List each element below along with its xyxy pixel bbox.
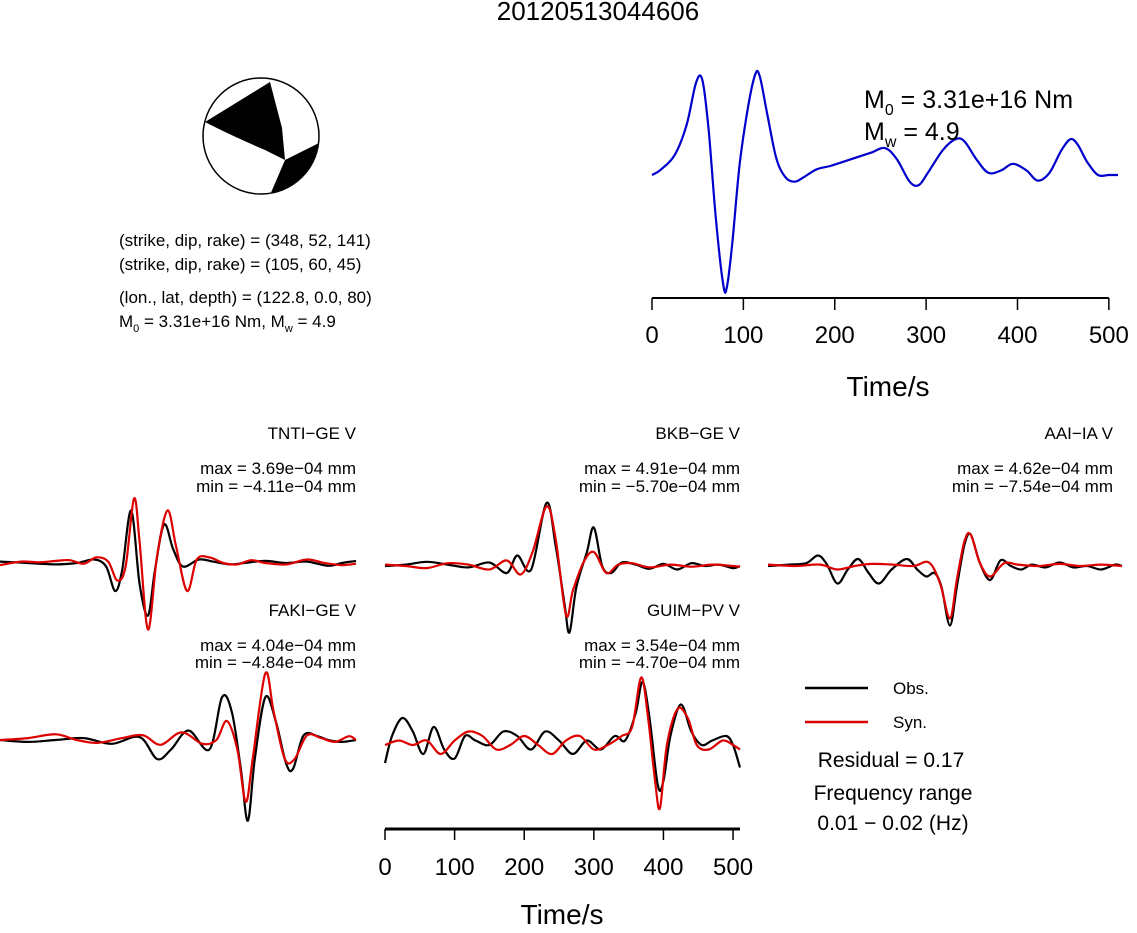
tnti-ge-v-station-label: TNTI−GE V: [268, 424, 357, 443]
bkb-ge-v-max-label: max = 4.91e−04 mm: [584, 459, 740, 478]
guim-pv-v-syn-trace: [384, 676, 741, 811]
faki-ge-v-syn-trace: [0, 671, 357, 803]
aai-ia-v-station-label: AAI−IA V: [1044, 424, 1113, 443]
tnti-ge-v-max-label: max = 3.69e−04 mm: [200, 459, 356, 478]
bkb-ge-v-min-label: min = −5.70e−04 mm: [579, 477, 740, 496]
guim-pv-v-tick-label-0: 0: [378, 854, 391, 881]
aai-ia-v-syn-trace: [767, 531, 1123, 620]
nodal-plane-2: (strike, dip, rake) = (105, 60, 45): [119, 255, 361, 274]
source-parameters: (strike, dip, rake) = (348, 52, 141) (st…: [119, 231, 372, 335]
tnti-ge-v-syn-trace: [0, 497, 357, 631]
figure-title: 20120513044606: [497, 0, 699, 26]
beachball-compression-nw: [205, 82, 285, 160]
stf-tick-label-0: 0: [645, 322, 658, 349]
stf-tick-label-500: 500: [1089, 322, 1129, 349]
tnti-ge-v-obs-trace: [0, 509, 357, 617]
svg-text:Mw = 4.9: Mw = 4.9: [864, 118, 960, 151]
bkb-ge-v-syn-trace: [384, 505, 741, 618]
tnti-ge-v-min-label: min = −4.11e−04 mm: [196, 477, 356, 496]
guim-pv-v-station-label: GUIM−PV V: [647, 601, 741, 620]
moment-line: M0 = 3.31e+16 Nm, Mw = 4.9: [119, 312, 336, 335]
guim-pv-v-x-label: Time/s: [521, 899, 604, 928]
bkb-ge-v-station-label: BKB−GE V: [655, 424, 740, 443]
stf-tick-label-100: 100: [723, 322, 763, 349]
beachball-compression-se: [270, 140, 319, 194]
stf-x-label: Time/s: [847, 371, 930, 402]
faki-ge-v-max-label: max = 4.04e−04 mm: [200, 636, 356, 655]
faki-ge-v-station-label: FAKI−GE V: [269, 601, 357, 620]
guim-pv-v-tick-label-100: 100: [435, 854, 475, 881]
guim-pv-v-tick-label-200: 200: [504, 854, 544, 881]
nodal-plane-1: (strike, dip, rake) = (348, 52, 141): [119, 231, 371, 250]
svg-text:M0 = 3.31e+16 Nm: M0 = 3.31e+16 Nm: [864, 86, 1073, 119]
stf-tick-label-200: 200: [815, 322, 855, 349]
guim-pv-v-max-label: max = 3.54e−04 mm: [584, 636, 740, 655]
faki-ge-v-obs-trace: [0, 694, 357, 822]
aai-ia-v-obs-trace: [767, 532, 1123, 627]
aai-ia-v-max-label: max = 4.62e−04 mm: [957, 459, 1113, 478]
guim-pv-v-min-label: min = −4.70e−04 mm: [579, 653, 740, 672]
guim-pv-v-obs-trace: [383, 680, 742, 792]
aai-ia-v-min-label: min = −7.54e−04 mm: [952, 477, 1113, 496]
guim-pv-v-tick-label-500: 500: [713, 854, 753, 881]
residual-text: Residual = 0.17: [818, 749, 965, 772]
frequency-value: 0.01 − 0.02 (Hz): [817, 812, 968, 835]
location-depth: (lon., lat, depth) = (122.8, 0.0, 80): [119, 288, 372, 307]
guim-pv-v-tick-label-400: 400: [643, 854, 683, 881]
legend-obs-label: Obs.: [893, 679, 929, 698]
beachball: [202, 77, 320, 195]
stf-tick-label-400: 400: [997, 322, 1037, 349]
legend-syn-label: Syn.: [893, 713, 927, 732]
guim-pv-v-tick-label-300: 300: [574, 854, 614, 881]
stf-tick-label-300: 300: [906, 322, 946, 349]
stf-plot: 0 100 200 300 400 500 Time/s: [645, 69, 1129, 402]
frequency-title: Frequency range: [814, 782, 973, 805]
stf-moment-label: M0 = 3.31e+16 Nm Mw = 4.9: [864, 86, 1073, 151]
legend: Obs. Syn.: [805, 679, 929, 732]
stf-curve: [651, 69, 1118, 294]
faki-ge-v-min-label: min = −4.84e−04 mm: [195, 653, 356, 672]
